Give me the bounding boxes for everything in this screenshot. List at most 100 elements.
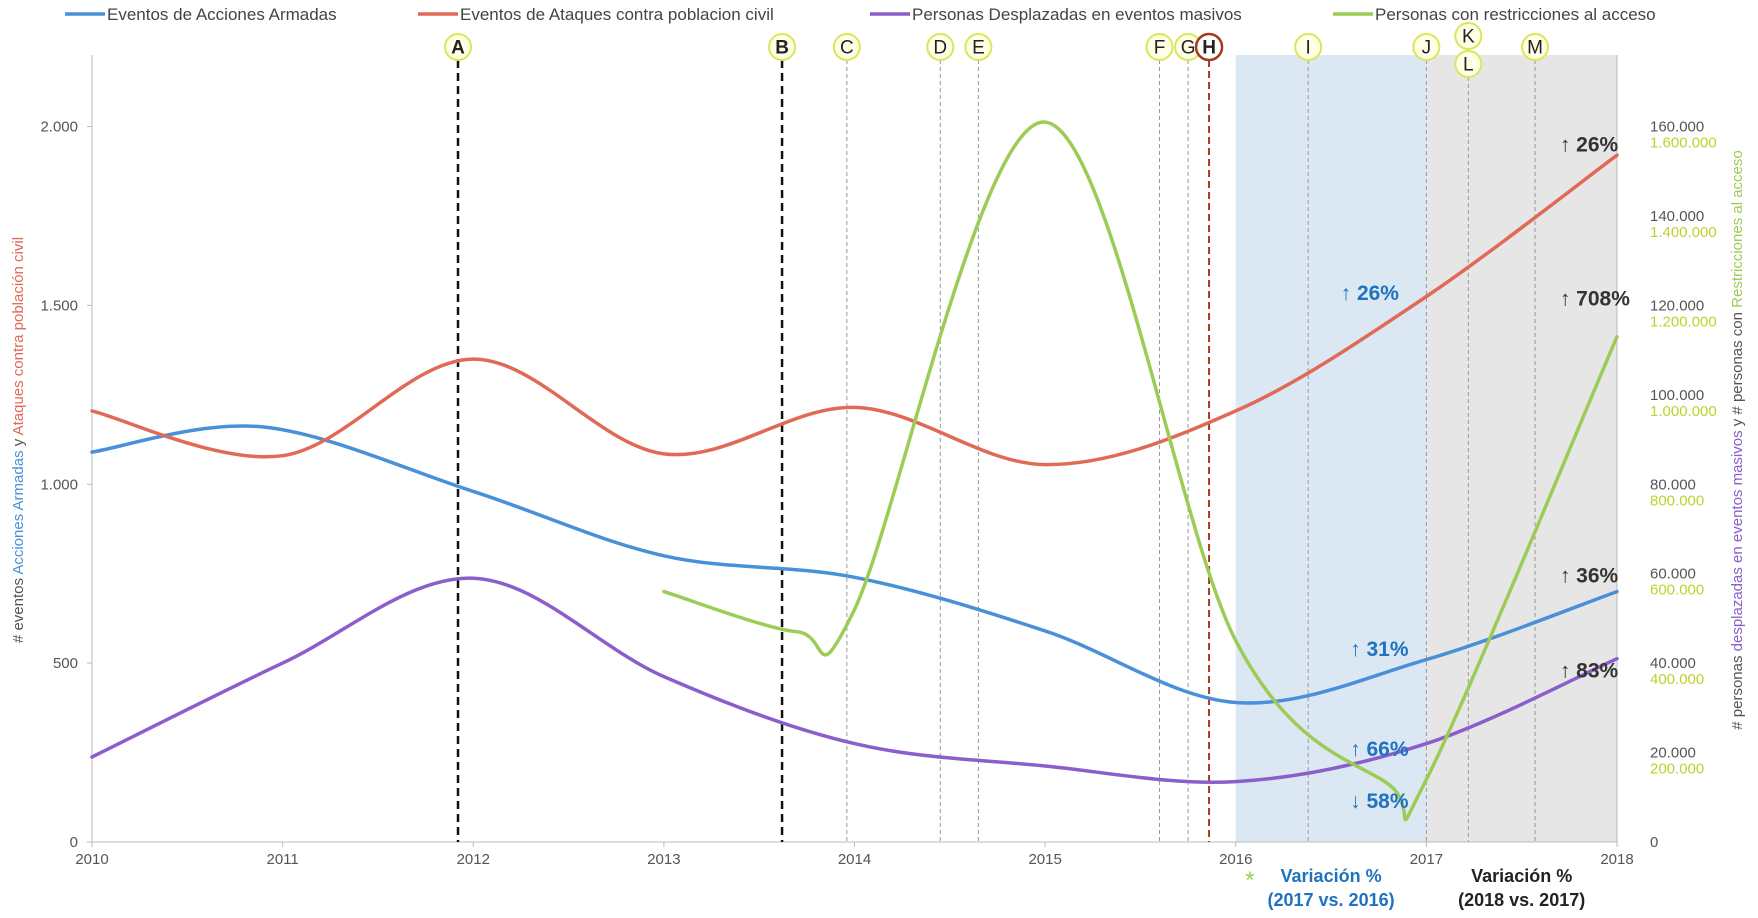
right-inner-tick-label: 0 xyxy=(1650,834,1658,851)
x-tick-label: 2013 xyxy=(647,851,680,868)
event-marker-d-circle xyxy=(926,33,955,61)
series-line-2 xyxy=(90,153,1619,467)
variation-value: 708% xyxy=(1576,287,1630,310)
variation-arrow-icon: ↑ xyxy=(1560,659,1576,682)
event-marker-m-circle xyxy=(1521,33,1550,61)
shaded-regions xyxy=(1235,55,1617,842)
right-inner-tick-label: 160.000 xyxy=(1650,119,1704,136)
event-marker-e-label: E xyxy=(972,38,985,59)
legend: Eventos de Acciones Armadas Eventos de At… xyxy=(65,5,1656,24)
event-marker-f-label: F xyxy=(1154,38,1166,59)
series-line-4 xyxy=(662,120,1619,822)
event-marker-k-circle xyxy=(1454,22,1483,50)
event-marker-l-circle xyxy=(1454,50,1483,78)
right-outer-tick-label: 200.000 xyxy=(1650,761,1704,778)
event-marker-c-circle xyxy=(832,33,861,61)
left-axis-title-part1: # eventos xyxy=(10,575,27,643)
event-marker-c-label: C xyxy=(840,38,854,59)
variation-value: 26% xyxy=(1576,134,1618,157)
variation-arrow-icon: ↑ xyxy=(1350,638,1366,661)
x-tick-label: 2012 xyxy=(457,851,490,868)
event-marker-l-label: L xyxy=(1463,55,1474,76)
legend-label-1: Eventos de Acciones Armadas xyxy=(107,5,337,24)
left-axis-title: # eventos Acciones Armadas y Ataques con… xyxy=(10,237,27,643)
axes: 0 500 1.000 1.500 2.000 0 20.000 40.000 60.000 80… xyxy=(10,119,1746,868)
variation-value: 36% xyxy=(1576,565,1618,588)
event-marker-b-circle xyxy=(768,33,797,61)
legend-label-2: Eventos de Ataques contra poblacion civi… xyxy=(460,5,774,24)
variation-annotation-2: ↑ 31% xyxy=(1350,638,1409,661)
event-marker-h-circle xyxy=(1194,32,1224,62)
x-tick-label: 2011 xyxy=(266,851,298,868)
event-marker-e-circle xyxy=(964,33,993,61)
event-marker-f-circle xyxy=(1145,33,1174,61)
legend-label-4: Personas con restricciones al acceso xyxy=(1375,5,1656,24)
right-outer-tick-label: 800.000 xyxy=(1650,492,1704,509)
variation-arrow-icon: ↑ xyxy=(1350,738,1366,761)
event-marker-b-label: B xyxy=(775,38,789,59)
variation-label-1-line1: Variación % xyxy=(1281,866,1382,886)
variation-arrow-icon: ↑ xyxy=(1560,134,1576,157)
right-inner-tick-label: 80.000 xyxy=(1650,476,1696,493)
variation-label-1-line2: (2017 vs. 2016) xyxy=(1268,890,1395,910)
x-tick-label: 2014 xyxy=(838,851,871,868)
variation-annotation-1: ↑ 26% xyxy=(1341,282,1400,305)
variation-label-2-line1: Variación % xyxy=(1471,866,1572,886)
variation-annotation-6: ↑ 708% xyxy=(1560,287,1630,310)
right-inner-tick-label: 100.000 xyxy=(1650,387,1704,404)
right-outer-tick-label: 1.400.000 xyxy=(1650,224,1717,241)
shaded-region-1 xyxy=(1235,55,1427,842)
left-axis-title-part3: y xyxy=(10,435,27,450)
variation-arrow-icon: ↓ xyxy=(1350,790,1366,813)
right-axis-title: # personas desplazadas en eventos masivo… xyxy=(1729,150,1746,730)
variation-label-2-line2: (2018 vs. 2017) xyxy=(1458,890,1585,910)
variation-annotation-5: ↑ 26% xyxy=(1560,134,1619,157)
x-tick-label: 2010 xyxy=(75,851,108,868)
variation-arrow-icon: ↑ xyxy=(1341,282,1357,305)
right-outer-tick-label: 1.600.000 xyxy=(1650,135,1717,152)
legend-label-3: Personas Desplazadas en eventos masivos xyxy=(912,5,1242,24)
x-tick-label: 2018 xyxy=(1600,851,1633,868)
variation-value: 83% xyxy=(1576,659,1618,682)
left-tick-label: 500 xyxy=(53,655,78,672)
variation-value: 58% xyxy=(1366,790,1408,813)
right-inner-tick-label: 20.000 xyxy=(1650,745,1696,762)
x-tick-label: 2017 xyxy=(1410,851,1443,868)
series-line-1 xyxy=(90,424,1619,705)
x-tick-label: 2016 xyxy=(1219,851,1252,868)
right-axis-title-part3: y # personas con xyxy=(1729,308,1746,431)
variation-value: 26% xyxy=(1357,282,1399,305)
right-outer-tick-label: 600.000 xyxy=(1650,582,1704,599)
event-markers: A B C D E F G H I J KL M xyxy=(444,22,1550,842)
event-marker-j-circle xyxy=(1412,33,1441,61)
event-marker-i-circle xyxy=(1294,33,1323,61)
variation-annotation-3: ↑ 66% xyxy=(1350,738,1409,761)
right-axis-title-part4: Restricciones al acceso xyxy=(1729,150,1746,308)
event-marker-k-label: K xyxy=(1462,27,1475,48)
event-marker-d-label: D xyxy=(933,38,947,59)
left-tick-label: 0 xyxy=(70,834,78,851)
series-lines xyxy=(90,120,1619,822)
variation-annotation-8: ↑ 83% xyxy=(1560,659,1619,682)
right-outer-tick-label: 400.000 xyxy=(1650,671,1704,688)
variation-value: 66% xyxy=(1366,738,1408,761)
left-tick-label: 1.500 xyxy=(40,297,78,314)
event-marker-g-label: G xyxy=(1181,38,1196,59)
right-outer-tick-label: 1.200.000 xyxy=(1650,313,1717,330)
asterisk-note: * xyxy=(1245,867,1254,894)
right-inner-tick-label: 40.000 xyxy=(1650,655,1696,672)
variation-annotation-4: ↓ 58% xyxy=(1350,790,1409,813)
right-axis-title-part2: desplazadas en eventos masivos xyxy=(1729,430,1746,651)
event-marker-m-label: M xyxy=(1527,38,1543,59)
annotations: ↑ 26%↑ 31%↑ 66%↓ 58%↑ 26%↑ 708%↑ 36%↑ 83… xyxy=(1245,134,1630,910)
left-tick-label: 1.000 xyxy=(40,476,78,493)
variation-annotation-7: ↑ 36% xyxy=(1560,565,1619,588)
series-line-3 xyxy=(90,576,1619,785)
right-outer-tick-label: 1.000.000 xyxy=(1650,403,1717,420)
right-inner-tick-label: 120.000 xyxy=(1650,297,1704,314)
event-marker-j-label: J xyxy=(1422,38,1432,59)
shaded-region-2 xyxy=(1426,55,1617,842)
variation-arrow-icon: ↑ xyxy=(1560,287,1576,310)
variation-arrow-icon: ↑ xyxy=(1560,565,1576,588)
